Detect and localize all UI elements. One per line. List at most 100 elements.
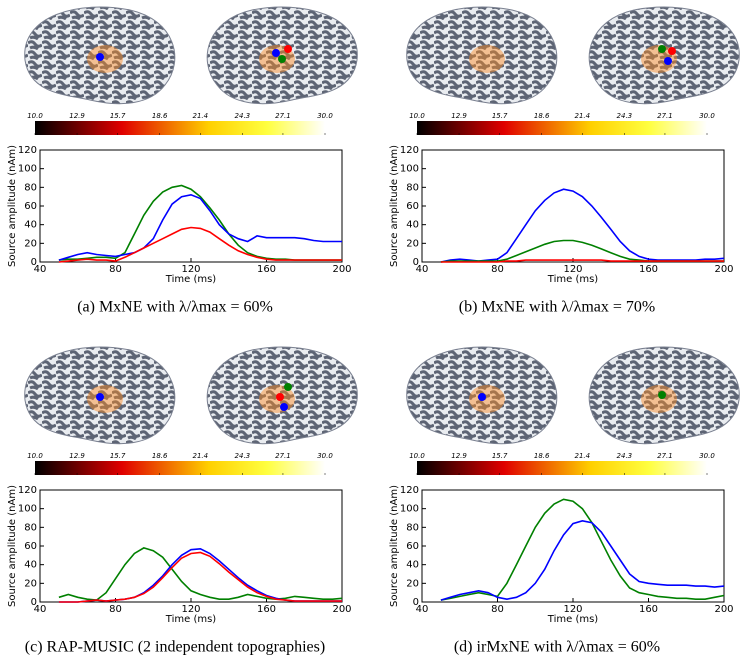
y-tick-label: 100 xyxy=(18,164,37,175)
source-dot xyxy=(284,45,292,53)
x-tick-label: 80 xyxy=(109,604,122,615)
y-tick-label: 100 xyxy=(400,164,419,175)
caption: (d) irMxNE with λ/λmax = 60% xyxy=(454,639,660,656)
x-tick-label: 120 xyxy=(563,264,582,275)
colorbar-tick-label: 24.3 xyxy=(235,452,251,460)
colorbar-tick-label: 27.1 xyxy=(275,112,291,120)
series-line xyxy=(58,226,342,263)
x-tick-label: 40 xyxy=(34,264,47,275)
y-axis-label: Source amplitude (nAm) xyxy=(389,145,400,267)
colorbar-tick-label: 15.7 xyxy=(492,112,508,120)
colorbar xyxy=(35,121,325,135)
colorbar-tick-label: 21.4 xyxy=(193,112,209,120)
source-dot xyxy=(96,393,104,401)
series-line xyxy=(58,547,343,601)
source-dot xyxy=(658,391,666,399)
x-tick-label: 120 xyxy=(181,604,200,615)
y-axis-label: Source amplitude (nAm) xyxy=(7,145,18,267)
x-tick-label: 160 xyxy=(639,604,658,615)
y-tick-label: 80 xyxy=(24,522,37,533)
colorbar-tick-label: 12.9 xyxy=(451,452,467,460)
series-line xyxy=(58,551,342,603)
y-tick-label: 100 xyxy=(18,504,37,515)
x-tick-label: 200 xyxy=(714,264,733,275)
series-line xyxy=(58,184,342,261)
source-dot xyxy=(96,53,104,61)
y-tick-label: 120 xyxy=(400,145,419,156)
y-tick-label: 20 xyxy=(406,238,419,249)
colorbar-tick-label: 30.0 xyxy=(317,112,333,120)
y-tick-label: 80 xyxy=(406,182,419,193)
colorbar-tick-label: 15.7 xyxy=(492,452,508,460)
activation xyxy=(469,45,505,73)
y-axis-label: Source amplitude (nAm) xyxy=(389,485,400,607)
y-tick-label: 20 xyxy=(24,238,37,249)
plot-frame xyxy=(421,149,725,263)
x-tick-label: 40 xyxy=(416,264,429,275)
x-tick-label: 40 xyxy=(34,604,47,615)
y-tick-label: 60 xyxy=(406,541,419,552)
colorbar-tick-label: 15.7 xyxy=(110,452,126,460)
colorbar-tick-label: 21.4 xyxy=(575,452,591,460)
x-tick-label: 80 xyxy=(109,264,122,275)
colorbar-tick-label: 24.3 xyxy=(617,112,633,120)
colorbar-tick-label: 21.4 xyxy=(575,112,591,120)
y-tick-label: 60 xyxy=(24,201,37,212)
x-tick-label: 200 xyxy=(714,604,733,615)
colorbar-tick-label: 18.6 xyxy=(152,452,168,460)
y-tick-label: 60 xyxy=(24,541,37,552)
colorbar-tick-label: 15.7 xyxy=(110,112,126,120)
colorbar-tick-label: 10.0 xyxy=(409,452,425,460)
source-dot xyxy=(280,403,288,411)
series-line xyxy=(440,519,725,601)
y-tick-label: 40 xyxy=(406,220,419,231)
x-axis-label: Time (ms) xyxy=(165,274,217,285)
series-line xyxy=(440,188,725,263)
colorbar-tick-label: 30.0 xyxy=(699,112,715,120)
activation xyxy=(641,385,677,413)
y-tick-label: 60 xyxy=(406,201,419,212)
y-tick-label: 0 xyxy=(31,257,37,268)
y-tick-label: 120 xyxy=(18,485,37,496)
colorbar-tick-label: 21.4 xyxy=(193,452,209,460)
colorbar-tick-label: 18.6 xyxy=(152,112,168,120)
x-axis-label: Time (ms) xyxy=(547,274,599,285)
x-tick-label: 160 xyxy=(257,264,276,275)
plot-frame xyxy=(39,149,343,263)
colorbar-tick-label: 24.3 xyxy=(235,112,251,120)
x-tick-label: 200 xyxy=(332,604,351,615)
series-line xyxy=(440,259,724,263)
colorbar-tick-label: 10.0 xyxy=(27,112,43,120)
source-dot xyxy=(478,393,486,401)
caption: (b) MxNE with λ/λmax = 70% xyxy=(459,299,656,316)
series-line xyxy=(440,498,725,601)
source-dot xyxy=(658,45,666,53)
source-dot xyxy=(276,393,284,401)
plot-frame xyxy=(39,489,343,603)
colorbar-tick-label: 10.0 xyxy=(409,112,425,120)
colorbar xyxy=(417,461,707,475)
colorbar xyxy=(417,121,707,135)
y-tick-label: 80 xyxy=(24,182,37,193)
caption: (a) MxNE with λ/λmax = 60% xyxy=(77,299,273,316)
source-dot xyxy=(284,383,292,391)
colorbar-tick-label: 10.0 xyxy=(27,452,43,460)
source-dot xyxy=(664,57,672,65)
y-tick-label: 120 xyxy=(400,485,419,496)
y-tick-label: 40 xyxy=(406,560,419,571)
brain-surface xyxy=(406,6,558,105)
source-dot xyxy=(668,47,676,55)
y-tick-label: 100 xyxy=(400,504,419,515)
x-tick-label: 40 xyxy=(416,604,429,615)
x-axis-label: Time (ms) xyxy=(165,614,217,625)
colorbar-tick-label: 27.1 xyxy=(657,112,673,120)
colorbar-tick-label: 18.6 xyxy=(534,452,550,460)
colorbar-tick-label: 30.0 xyxy=(699,452,715,460)
x-tick-label: 160 xyxy=(257,604,276,615)
x-tick-label: 120 xyxy=(563,604,582,615)
x-tick-label: 160 xyxy=(639,264,658,275)
y-tick-label: 0 xyxy=(31,597,37,608)
colorbar-tick-label: 18.6 xyxy=(534,112,550,120)
x-tick-label: 80 xyxy=(491,264,504,275)
